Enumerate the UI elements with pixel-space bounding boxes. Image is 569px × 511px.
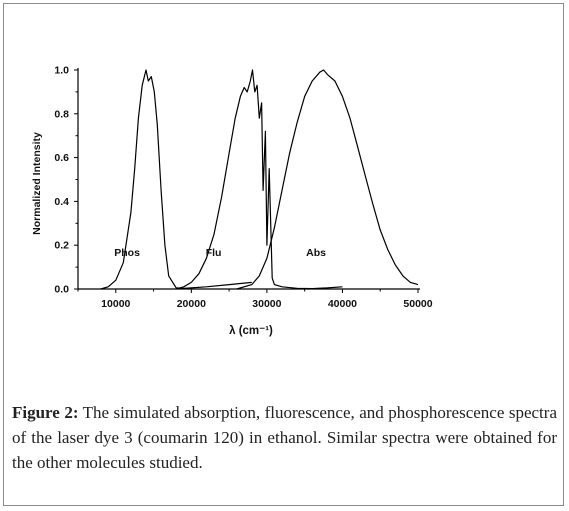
annotation-phos: Phos [114, 247, 140, 259]
y-tick-label: 0.8 [54, 108, 69, 120]
x-axis-title: λ (cm⁻¹) [229, 325, 273, 337]
axes-layer [74, 68, 420, 293]
series-line-phos [100, 69, 252, 290]
y-tick-label: 0.6 [54, 152, 69, 164]
x-tick-label: 10000 [101, 298, 130, 310]
series-line-flu [176, 69, 343, 290]
y-tick-label: 0.4 [54, 196, 69, 208]
caption-figure-label: Figure 2: [12, 403, 79, 422]
spectra-chart: 10000 20000 30000 40000 50000 0.0 0.2 0.4 0.6 0.8… [31, 65, 433, 338]
label-layer: 10000 20000 30000 40000 50000 0.0 0.2 0.4 0.6 0.8… [31, 65, 433, 338]
x-tick-label: 20000 [177, 298, 206, 310]
y-tick-label: 0.0 [54, 284, 69, 296]
y-tick-label: 1.0 [54, 65, 69, 77]
annotation-flu: Flu [206, 247, 222, 259]
x-tick-label: 50000 [403, 298, 432, 310]
chart-container: 10000 20000 30000 40000 50000 0.0 0.2 0.4 0.6 0.8… [31, 65, 433, 338]
y-axis-title: Normalized Intensity [31, 132, 43, 235]
x-tick-label: 40000 [328, 298, 357, 310]
x-tick-label: 30000 [252, 298, 281, 310]
y-tick-label: 0.2 [54, 240, 69, 252]
figure-caption: Figure 2: The simulated absorption, fluo… [12, 400, 557, 475]
caption-text: The simulated absorption, fluorescence, … [12, 403, 557, 472]
figure-frame [3, 3, 564, 506]
series-layer [100, 69, 419, 290]
series-line-abs [236, 69, 419, 290]
annotation-abs: Abs [306, 247, 326, 259]
